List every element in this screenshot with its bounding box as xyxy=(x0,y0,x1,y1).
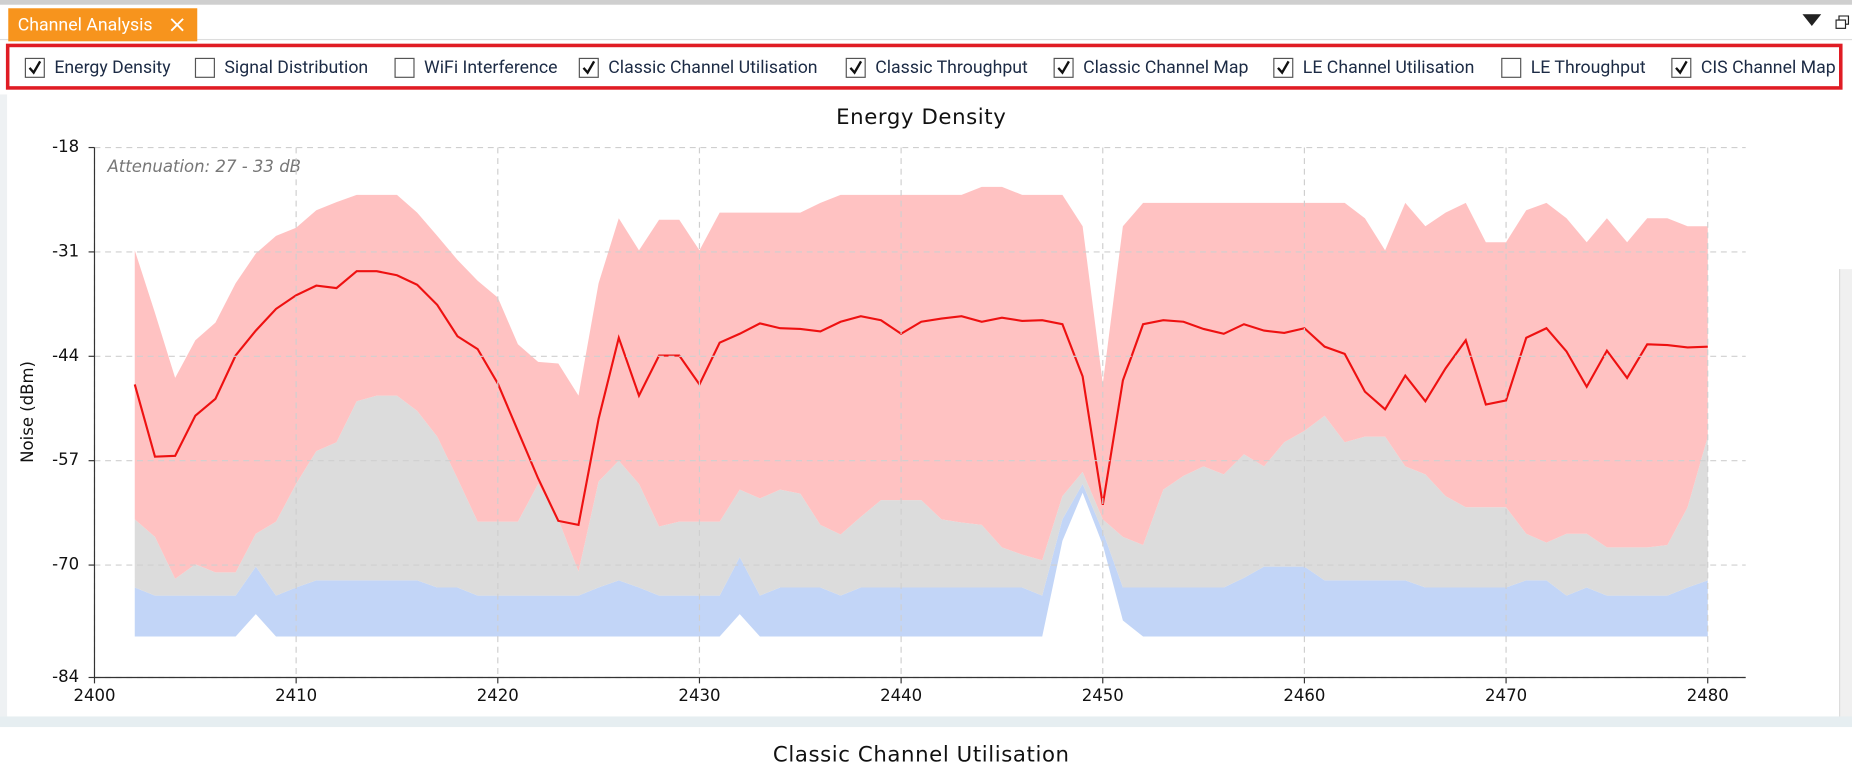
checkbox-label: Classic Throughput xyxy=(875,56,1028,78)
restore-icon[interactable] xyxy=(1835,15,1850,29)
y-tick-label: -18 xyxy=(52,137,79,156)
checkbox[interactable] xyxy=(394,57,415,78)
grid xyxy=(93,146,1746,679)
y-tick-label: -57 xyxy=(52,450,79,469)
y-tick-label: -44 xyxy=(52,346,79,365)
checkbox-item[interactable]: Signal Distribution xyxy=(194,56,369,78)
y-tick-label: -70 xyxy=(52,555,79,574)
x-tick-label: 2400 xyxy=(73,686,115,705)
checkbox-item[interactable]: Classic Channel Utilisation xyxy=(578,56,818,78)
checkbox-item[interactable]: LE Throughput xyxy=(1501,56,1646,78)
x-tick-label: 2480 xyxy=(1687,686,1729,705)
checkbox-item[interactable]: WiFi Interference xyxy=(394,56,558,78)
checkbox-label: Signal Distribution xyxy=(224,56,369,78)
checkbox[interactable] xyxy=(1501,57,1522,78)
mean-line xyxy=(133,270,1708,527)
checkbox-item[interactable]: Classic Channel Map xyxy=(1053,56,1249,78)
x-tick-label: 2460 xyxy=(1283,686,1325,705)
checkbox[interactable] xyxy=(578,57,599,78)
dropdown-icon[interactable] xyxy=(1802,14,1822,28)
band-area xyxy=(134,483,1708,637)
checkbox-label: LE Throughput xyxy=(1530,56,1646,78)
checkbox-label: WiFi Interference xyxy=(424,56,558,78)
x-tick-label: 2470 xyxy=(1485,686,1527,705)
check-mark xyxy=(849,60,863,75)
checkbox-label: CIS Channel Map xyxy=(1700,56,1836,78)
x-tick-label: 2410 xyxy=(275,686,317,705)
checkbox-label: LE Channel Utilisation xyxy=(1302,56,1475,78)
check-mark xyxy=(1277,60,1290,75)
checkbox[interactable] xyxy=(1671,57,1692,78)
check-mark xyxy=(1675,60,1688,75)
x-tick-label: 2450 xyxy=(1082,686,1124,705)
y-axis-label: Noise (dBm) xyxy=(18,361,37,463)
x-tick-label: 2420 xyxy=(477,686,519,705)
tab-title: Channel Analysis xyxy=(17,14,153,36)
checkbox-item[interactable]: Energy Density xyxy=(24,56,171,78)
checkbox-item[interactable]: CIS Channel Map xyxy=(1671,56,1836,78)
y-tick-label: -84 xyxy=(52,667,79,686)
close-icon[interactable] xyxy=(170,18,184,32)
chart-toggle-bar: Energy Density Signal Distribution WiFi In… xyxy=(5,43,1843,90)
check-mark xyxy=(582,60,596,75)
check-mark xyxy=(28,60,42,75)
checkbox[interactable] xyxy=(1273,57,1294,78)
checkbox-label: Energy Density xyxy=(54,56,171,78)
checkbox[interactable] xyxy=(194,57,215,78)
chart-title: Energy Density xyxy=(836,105,1006,130)
check-mark xyxy=(1057,60,1070,75)
x-tick-label: 2440 xyxy=(880,686,922,705)
scrollbar[interactable] xyxy=(1839,269,1852,718)
checkbox[interactable] xyxy=(24,57,45,78)
annotation: Attenuation: 27 - 33 dB xyxy=(106,157,301,176)
panel-separator xyxy=(0,716,1852,728)
next-chart-title: Classic Channel Utilisation xyxy=(773,742,1070,766)
y-tick-label: -31 xyxy=(52,241,79,260)
band-area xyxy=(134,186,1708,579)
x-tick-label: 2430 xyxy=(678,686,720,705)
tab[interactable]: Channel Analysis xyxy=(8,8,198,42)
checkbox-label: Classic Channel Map xyxy=(1083,56,1249,78)
checkbox[interactable] xyxy=(845,57,866,78)
checkbox[interactable] xyxy=(1053,57,1074,78)
left-border xyxy=(0,94,8,720)
checkbox-item[interactable]: Classic Throughput xyxy=(845,56,1028,78)
band-area xyxy=(134,395,1708,596)
checkbox-item[interactable]: LE Channel Utilisation xyxy=(1273,57,1474,78)
checkbox-label: Classic Channel Utilisation xyxy=(608,56,818,78)
tab-bar: Channel Analysis xyxy=(0,0,1852,42)
plot-area xyxy=(133,186,1708,637)
